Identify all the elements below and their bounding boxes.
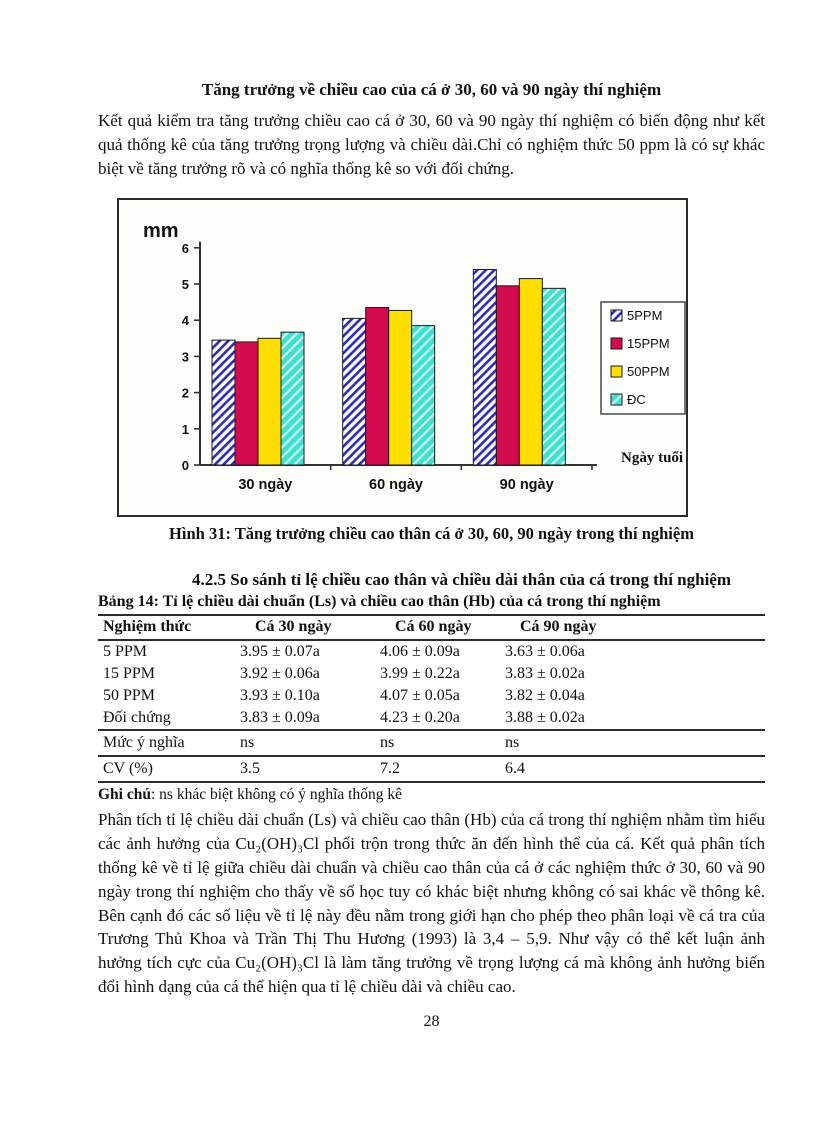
bar-15ppm-cat1 <box>365 307 390 466</box>
table-row: 15 PPM 3.92 ± 0.06a 3.99 ± 0.22a 3.83 ± 0.0… <box>98 663 765 685</box>
bar-c-cat1 <box>411 325 436 466</box>
table-note: Ghi chú: ns khác biệt không có ý nghĩa t… <box>98 786 765 804</box>
page-number: 28 <box>423 1012 440 1030</box>
y-tick-label: 5 <box>182 277 189 292</box>
bar-5ppm-cat1 <box>342 318 367 466</box>
bar-5ppm-cat2 <box>472 269 497 466</box>
table-cell: 4.07 ± 0.05a <box>380 687 460 705</box>
table-cell: 5 PPM <box>103 643 148 661</box>
table-cell: 3.83 ± 0.09a <box>240 707 380 732</box>
bar-50ppm-cat1 <box>388 310 413 466</box>
table-cell: CV (%) <box>98 756 240 784</box>
table-body: 5 PPM 3.95 ± 0.07a 4.06 ± 0.09a 3.63 ± 0.06… <box>98 640 765 732</box>
note-label: Ghi chú <box>98 786 151 804</box>
table-cell: 3.63 ± 0.06a <box>505 643 585 661</box>
table-stat-row: CV (%) 3.5 7.2 6.4 <box>98 756 765 784</box>
bar-50ppm-cat2 <box>518 278 543 466</box>
table-cell: 50 PPM <box>103 687 156 705</box>
legend-swatch-5ppm <box>610 309 623 322</box>
x-category-label: 30 ngày <box>238 477 292 493</box>
results-table: Nghiệm thức Cá 30 ngày Cá 60 ngày Cá 90 ngà… <box>98 614 765 784</box>
bar-c-cat2 <box>541 288 566 466</box>
table-header: Nghiệm thức Cá 30 ngày Cá 60 ngày Cá 90 ngà… <box>98 614 765 642</box>
page-title: Tăng trưởng về chiều cao của cá ở 30, 60… <box>201 80 662 99</box>
paragraph-discussion: Phân tích tỉ lệ chiều dài chuẩn (Ls) và … <box>98 810 765 996</box>
y-tick-label: 4 <box>182 314 190 329</box>
y-tick-label: 6 <box>182 241 189 256</box>
table-cell: Mức ý nghĩa <box>98 730 240 758</box>
paragraph-intro: Kết quả kiểm tra tăng trưởng chiều cao c… <box>98 111 765 178</box>
note-text: : ns khác biệt không có ý nghĩa thống kê <box>150 786 402 804</box>
table-caption: Bảng 14: Tỉ lệ chiều dài chuẩn (Ls) và c… <box>98 593 661 611</box>
x-axis-title: Ngày tuổi <box>621 450 683 466</box>
table-cell: 3.99 ± 0.22a <box>380 665 460 683</box>
table-cell: ns <box>240 730 380 758</box>
bar-c-cat0 <box>280 332 305 466</box>
table-cell: 3.5 <box>240 756 380 784</box>
table-cell: 4.06 ± 0.09a <box>380 643 460 661</box>
column-header: Cá 30 ngày <box>240 614 380 642</box>
figure-caption: Hình 31: Tăng trưởng chiều cao thân cá ở… <box>169 524 694 544</box>
table-cell: 3.93 ± 0.10a <box>240 687 320 705</box>
legend-swatch-15ppm <box>610 337 623 350</box>
legend-label: 50PPM <box>627 364 670 379</box>
x-category-label: 60 ngày <box>369 477 423 493</box>
table-cell: ns <box>380 730 505 758</box>
figure-31-chart-frame: mm 0 1 2 3 4 5 6 30 ngày 60 ngày 90 ngày Ngày tuổi 5… <box>117 198 688 518</box>
table-cell: 3.82 ± 0.04a <box>505 687 585 705</box>
bar-15ppm-cat0 <box>234 341 259 466</box>
table-stat-row: Mức ý nghĩa ns ns ns <box>98 730 765 758</box>
table-cell: ns <box>505 730 765 758</box>
y-tick-label: 1 <box>182 422 189 437</box>
table-cell: 3.95 ± 0.07a <box>240 643 320 661</box>
bar-5ppm-cat0 <box>211 340 236 466</box>
table-cell: 3.88 ± 0.02a <box>505 707 765 732</box>
table-cell: 7.2 <box>380 756 505 784</box>
column-header: Nghiệm thức <box>98 614 240 642</box>
table-row: Đối chứng 3.83 ± 0.09a 4.23 ± 0.20a 3.88 ± … <box>98 707 765 732</box>
table-cell: 3.83 ± 0.02a <box>505 665 585 683</box>
section-heading-4-2-5: 4.2.5 So sánh tỉ lệ chiều cao thân và ch… <box>191 570 732 590</box>
table-cell: Đối chứng <box>98 707 240 732</box>
column-header: Cá 90 ngày <box>505 614 765 642</box>
growth-bar-chart: mm 0 1 2 3 4 5 6 30 ngày 60 ngày 90 ngày Ngày tuổi 5… <box>143 220 686 493</box>
table-row: 5 PPM 3.95 ± 0.07a 4.06 ± 0.09a 3.63 ± 0.06… <box>98 640 765 663</box>
bar-50ppm-cat0 <box>257 338 282 466</box>
y-tick-label: 3 <box>182 350 189 365</box>
table-cell: 4.23 ± 0.20a <box>380 707 505 732</box>
y-tick-label: 2 <box>182 386 189 401</box>
legend-label: 5PPM <box>627 308 662 323</box>
table-cell: 15 PPM <box>103 665 156 683</box>
column-header: Cá 60 ngày <box>380 614 505 642</box>
legend-swatch-c <box>610 393 623 406</box>
y-axis-unit-label: mm <box>143 220 179 242</box>
table-cell: 6.4 <box>505 756 765 784</box>
table-cell: 3.92 ± 0.06a <box>240 665 320 683</box>
table-row: 50 PPM 3.93 ± 0.10a 4.07 ± 0.05a 3.82 ± 0.0… <box>98 685 765 707</box>
legend-label: 15PPM <box>627 336 670 351</box>
table-stats-body: Mức ý nghĩa ns ns ns CV (%) 3.5 7.2 6.4 <box>98 730 765 784</box>
x-category-label: 90 ngày <box>500 477 554 493</box>
table-header-row: Nghiệm thức Cá 30 ngày Cá 60 ngày Cá 90 ngà… <box>98 614 765 642</box>
legend-swatch-50ppm <box>610 365 623 378</box>
y-tick-label: 0 <box>182 458 189 473</box>
bar-15ppm-cat2 <box>495 285 520 466</box>
legend-label: ĐC <box>627 392 646 407</box>
